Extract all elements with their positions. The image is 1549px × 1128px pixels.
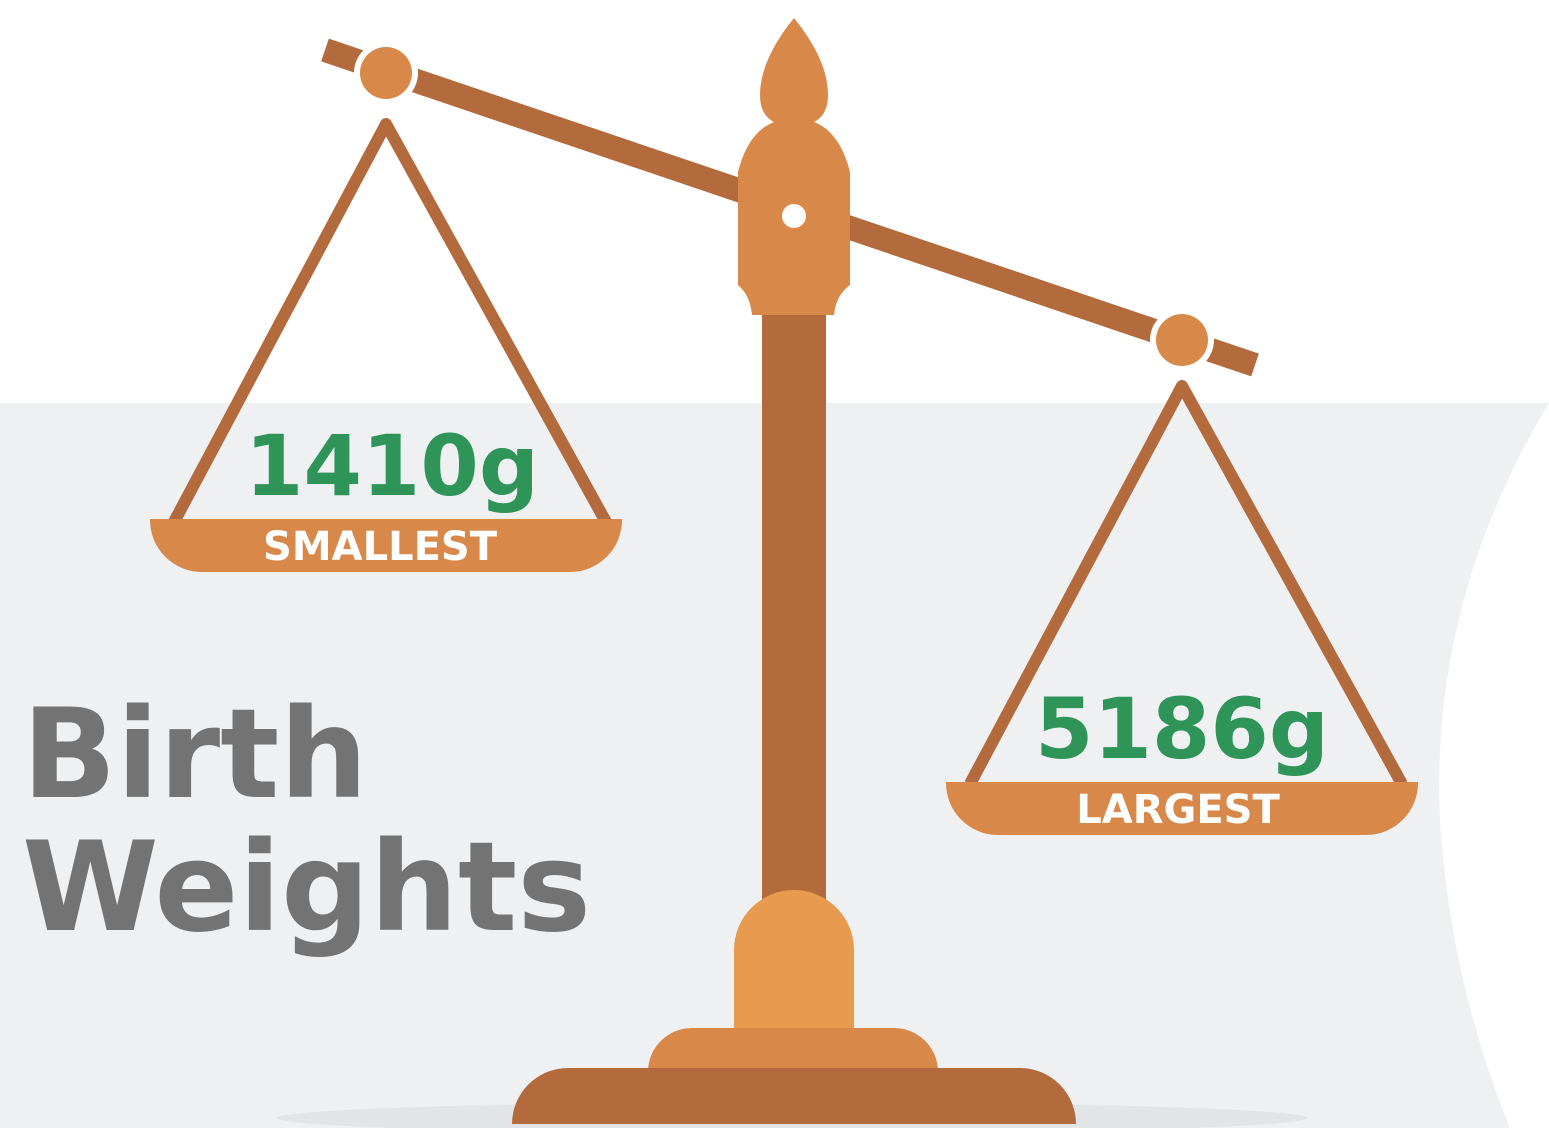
base-column <box>734 890 854 1040</box>
pan-value: 5186g <box>1035 680 1329 778</box>
title: Birth <box>22 683 368 827</box>
title: Weights <box>22 816 591 960</box>
pivot-head <box>738 18 850 315</box>
pan-value: 1410g <box>245 417 539 515</box>
pan-label: SMALLEST <box>263 524 498 570</box>
infographic: 1410g SMALLEST 5186g LARGEST Birth Weigh… <box>0 0 1549 1128</box>
base-step <box>648 1028 938 1070</box>
beam-knob <box>1156 314 1208 366</box>
beam-knob <box>360 47 412 99</box>
base-plate <box>512 1068 1076 1124</box>
pan-label: LARGEST <box>1076 787 1280 833</box>
pivot-pin <box>782 204 806 228</box>
